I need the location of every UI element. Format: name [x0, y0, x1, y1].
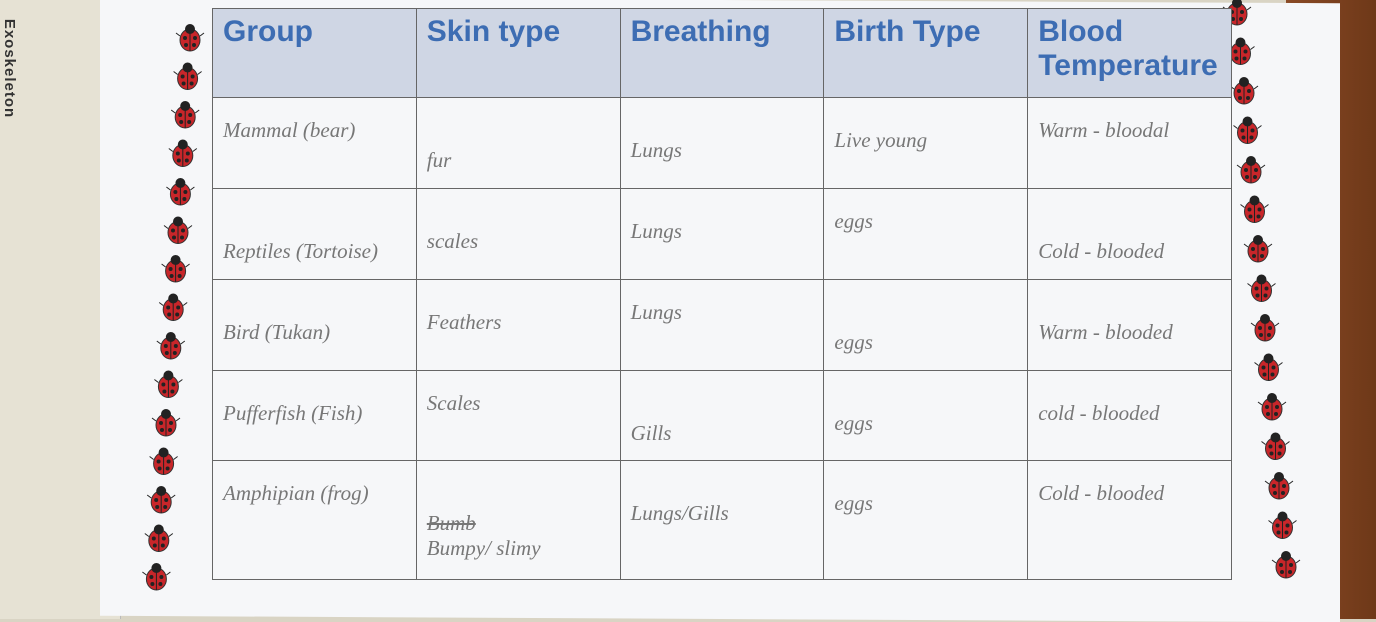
table-cell: Bird (Tukan) [212, 278, 417, 371]
struck-text: Bumb [426, 511, 476, 536]
ladybug [144, 524, 174, 552]
cell-text: Warm - blooded [1038, 319, 1173, 344]
header-cell: Breathing [619, 8, 825, 98]
table-cell: Feathers [415, 278, 621, 371]
cell-text: Mammal (bear) [223, 118, 356, 142]
table-cell: Live young [823, 97, 1029, 189]
ladybug [1271, 551, 1301, 579]
cell-text: Lungs/Gills [630, 501, 729, 526]
cell-text: Pufferfish (Fish) [223, 400, 363, 425]
table-cell: eggs [823, 187, 1029, 280]
ladybug [1226, 37, 1255, 65]
ladybug [1247, 274, 1276, 302]
ladybug [1250, 314, 1280, 342]
cell-text: Warm - bloodal [1038, 118, 1170, 142]
ladybug [1264, 472, 1294, 500]
cell-text: Bird (Tukan) [223, 319, 331, 344]
ladybug [1236, 156, 1266, 184]
table-cell: eggs [823, 369, 1029, 462]
ladybug [156, 332, 186, 360]
ladybug [154, 370, 183, 398]
table-cell: scales [415, 187, 621, 280]
ladybug [173, 62, 202, 90]
table-cell: Lungs [619, 278, 825, 371]
table-row: Pufferfish (Fish) Scales Gills eggs cold - b… [212, 369, 1232, 462]
ladybug [1233, 116, 1262, 144]
table-cell: fur [415, 97, 621, 189]
cell-text: fur [426, 148, 452, 172]
ladybug [170, 101, 200, 129]
cell-text: Lungs [630, 218, 682, 243]
cell-text: Cold - blooded [1038, 238, 1165, 263]
table-cell: eggs [823, 278, 1029, 371]
table-row: Reptiles (Tortoise) scales Lungs eggs Cold -… [212, 187, 1232, 280]
animal-table: Group Skin type Breathing Birth Type Blood T… [212, 8, 1232, 580]
table-cell: Cold - blooded [1027, 460, 1232, 580]
ladybug [161, 255, 190, 283]
ladybug [1257, 393, 1287, 421]
table-cell: Mammal (bear) [212, 97, 417, 189]
table-cell: Warm - bloodal [1027, 97, 1232, 189]
cell-text: Cold - blooded [1038, 481, 1165, 506]
ladybug [166, 178, 195, 206]
table-row: Amphipian (frog) Bumb Bumpy/ slimy Lungs/Gi… [212, 460, 1232, 580]
table-row: Bird (Tukan) Feathers Lungs eggs Warm - bloo… [212, 278, 1232, 371]
cell-text: Live young [834, 128, 928, 152]
cell-text: Scales [426, 390, 481, 415]
cell-text: Reptiles (Tortoise) [223, 238, 378, 263]
table-cell: cold - blooded [1027, 369, 1232, 462]
table-cell: Cold - blooded [1027, 187, 1232, 280]
ladybug [168, 139, 198, 167]
cell-text: Amphipian (frog) [223, 481, 369, 506]
table-cell: Amphipian (frog) [212, 460, 417, 580]
table-cell: Bumb Bumpy/ slimy [415, 460, 621, 580]
table-cell: Pufferfish (Fish) [212, 369, 417, 462]
ladybug [149, 447, 178, 475]
ladybug [146, 486, 176, 514]
cell-text: eggs [834, 208, 873, 233]
cell-text: Lungs [630, 138, 682, 162]
table-cell: Scales [415, 369, 621, 462]
cell-text: scales [426, 228, 479, 253]
header-cell: Birth Type [823, 8, 1029, 98]
ladybug [151, 409, 181, 437]
table-cell: Lungs [619, 97, 825, 189]
cell-text: cold - blooded [1038, 400, 1160, 425]
ladybug [163, 216, 193, 244]
ladybug [1243, 235, 1273, 263]
ladybug [1240, 195, 1269, 223]
ladybug [1254, 353, 1283, 381]
cell-text: eggs [834, 410, 873, 435]
table-cell: eggs [823, 460, 1029, 580]
ladybug [175, 24, 205, 52]
table-cell: Warm - blooded [1027, 278, 1232, 371]
header-row: Group Skin type Breathing Birth Type Blood T… [212, 8, 1232, 98]
header-cell: Skin type [415, 8, 621, 98]
ladybug [1261, 432, 1290, 460]
ladybug [1222, 0, 1252, 26]
ladybug [158, 293, 188, 321]
cell-text: Lungs [630, 299, 682, 324]
table-cell: Gills [619, 369, 825, 462]
cell-text: Feathers [426, 309, 502, 334]
table-cell: Reptiles (Tortoise) [212, 187, 417, 280]
header-cell: Group [212, 8, 417, 98]
ladybug [1229, 77, 1259, 105]
table-row: Mammal (bear) fur Lungs Live young Warm - bl… [212, 97, 1232, 189]
table-cell: Lungs [619, 187, 825, 280]
cell-text: Bumpy/ slimy [426, 536, 541, 561]
ladybug [1268, 511, 1297, 539]
ladybug [142, 563, 171, 591]
table-cell: Lungs/Gills [619, 460, 825, 580]
header-cell: Blood Temperature [1027, 8, 1232, 98]
cell-text: Gills [630, 420, 672, 445]
cell-text: eggs [834, 329, 873, 354]
cell-text: eggs [834, 491, 873, 516]
